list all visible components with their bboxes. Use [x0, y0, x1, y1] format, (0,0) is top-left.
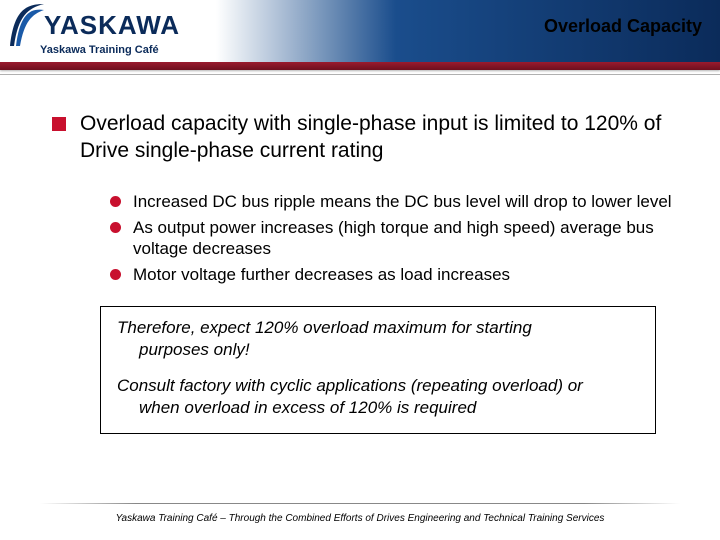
- footer-text: Yaskawa Training Café – Through the Comb…: [0, 513, 720, 524]
- circle-bullet-icon: [110, 269, 121, 280]
- note-line: purposes only!: [117, 339, 641, 361]
- note-paragraph: Therefore, expect 120% overload maximum …: [117, 317, 641, 361]
- note-line: when overload in excess of 120% is requi…: [117, 397, 641, 419]
- note-paragraph: Consult factory with cyclic applications…: [117, 375, 641, 419]
- header-subtitle: Yaskawa Training Café: [40, 44, 159, 56]
- slide-content: Overload capacity with single-phase inpu…: [0, 75, 720, 434]
- list-item: As output power increases (high torque a…: [110, 217, 680, 261]
- slide-header: YASKAWA Yaskawa Training Café Overload C…: [0, 0, 720, 62]
- logo-text: YASKAWA: [44, 10, 180, 41]
- sub-bullet-text: Increased DC bus ripple means the DC bus…: [133, 191, 672, 213]
- note-line: Therefore, expect 120% overload maximum …: [117, 318, 532, 337]
- square-bullet-icon: [52, 117, 66, 131]
- logo: YASKAWA: [8, 2, 180, 48]
- main-bullet-row: Overload capacity with single-phase inpu…: [52, 111, 680, 165]
- sub-bullet-text: Motor voltage further decreases as load …: [133, 264, 510, 286]
- circle-bullet-icon: [110, 196, 121, 207]
- header-red-band: [0, 62, 720, 70]
- circle-bullet-icon: [110, 222, 121, 233]
- note-box: Therefore, expect 120% overload maximum …: [100, 306, 656, 434]
- logo-swoosh-icon: [8, 2, 46, 48]
- note-line: Consult factory with cyclic applications…: [117, 376, 583, 395]
- footer-rule: [40, 503, 680, 504]
- list-item: Increased DC bus ripple means the DC bus…: [110, 191, 680, 213]
- sub-bullet-text: As output power increases (high torque a…: [133, 217, 680, 261]
- list-item: Motor voltage further decreases as load …: [110, 264, 680, 286]
- main-bullet-text: Overload capacity with single-phase inpu…: [80, 111, 680, 165]
- sub-bullet-list: Increased DC bus ripple means the DC bus…: [110, 191, 680, 286]
- page-title: Overload Capacity: [544, 16, 702, 37]
